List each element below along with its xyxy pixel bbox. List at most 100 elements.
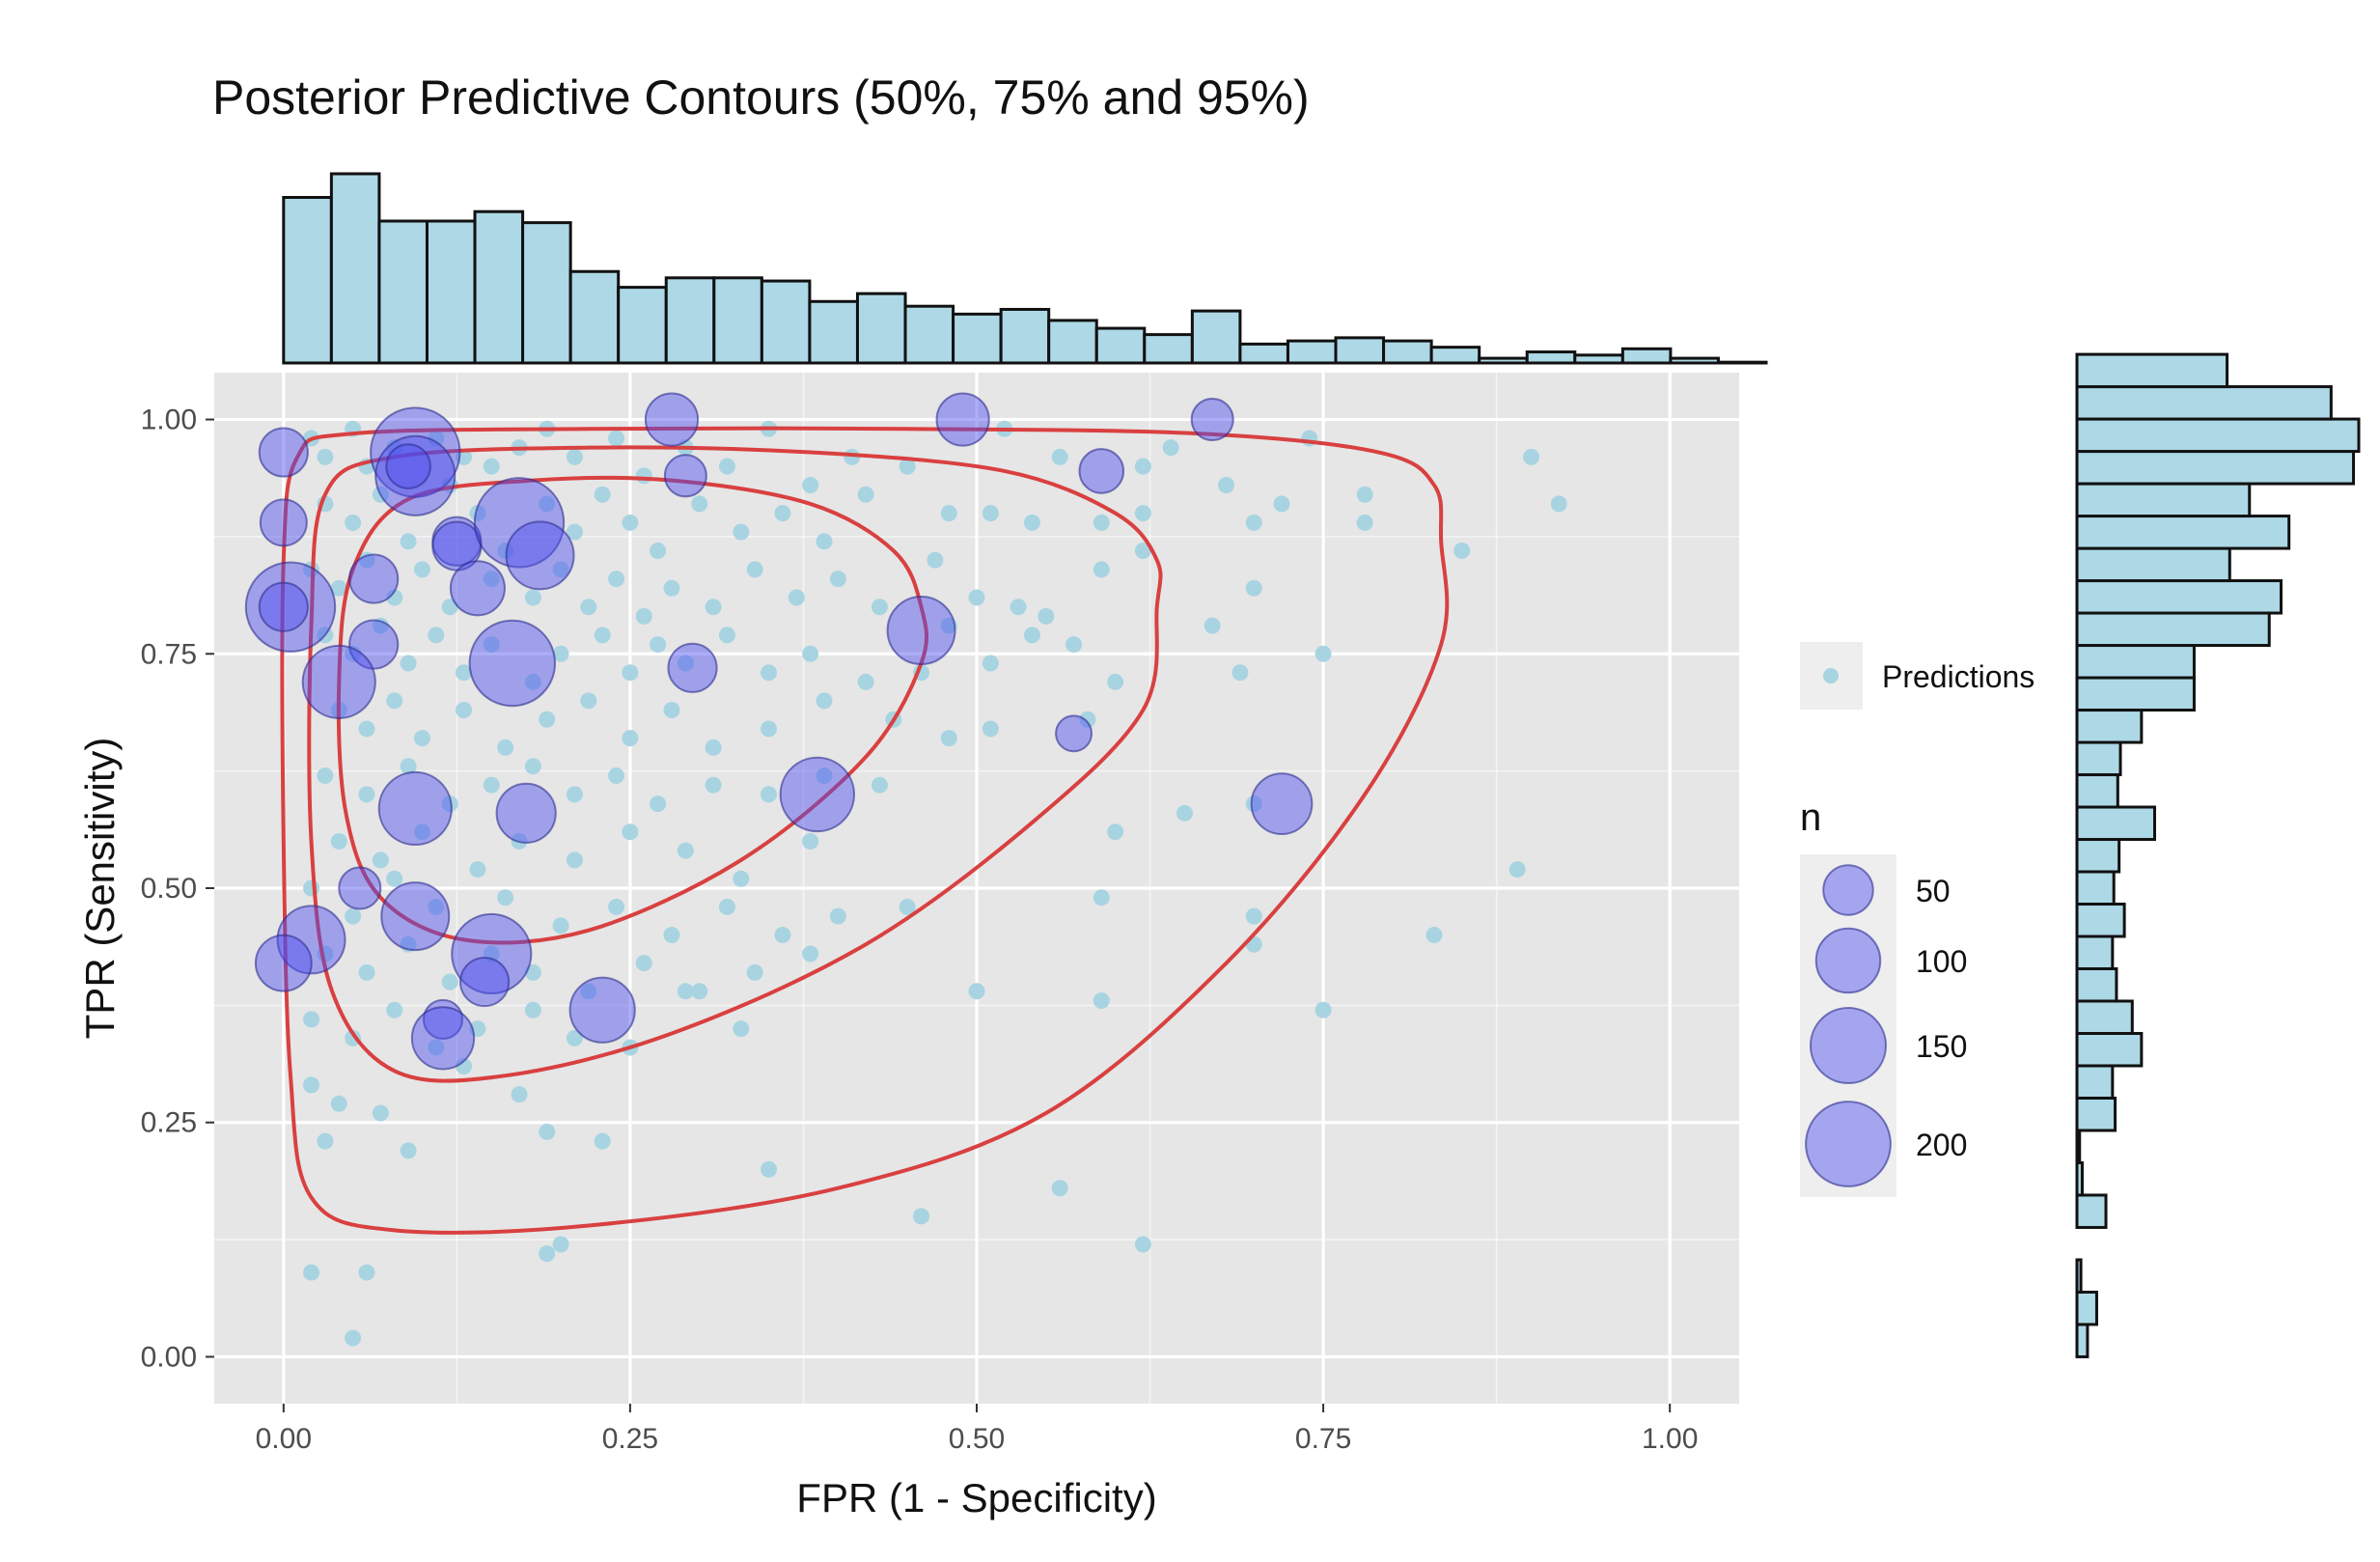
study-bubble bbox=[449, 560, 506, 617]
prediction-point bbox=[913, 1208, 930, 1225]
prediction-point bbox=[871, 599, 888, 616]
study-bubble bbox=[422, 998, 464, 1041]
prediction-point bbox=[622, 730, 639, 747]
prediction-point bbox=[483, 571, 500, 588]
study-bubble bbox=[410, 1006, 476, 1071]
prediction-point bbox=[441, 795, 458, 813]
prediction-point bbox=[635, 467, 652, 485]
prediction-point bbox=[413, 730, 430, 747]
study-bubble bbox=[1055, 714, 1093, 753]
x-histogram-bar bbox=[1382, 339, 1433, 365]
prediction-point bbox=[677, 655, 694, 672]
prediction-point bbox=[483, 776, 500, 794]
prediction-point bbox=[1245, 579, 1262, 597]
prediction-point bbox=[1093, 992, 1110, 1010]
prediction-point bbox=[802, 645, 819, 662]
study-bubble bbox=[244, 561, 337, 653]
x-histogram-bar bbox=[425, 219, 477, 365]
prediction-point bbox=[691, 983, 708, 1000]
prediction-point bbox=[1218, 477, 1235, 494]
prediction-point bbox=[372, 1104, 389, 1122]
chart-title: Posterior Predictive Contours (50%, 75% … bbox=[212, 70, 1310, 125]
prediction-point bbox=[524, 758, 541, 775]
prediction-point bbox=[733, 870, 750, 887]
prediction-point bbox=[857, 673, 874, 690]
y-tick-label: 0.00 bbox=[141, 1341, 197, 1373]
prediction-point bbox=[829, 907, 846, 925]
prediction-point bbox=[1134, 542, 1151, 559]
contour-95-pct bbox=[280, 426, 1450, 1235]
x-histogram-bar bbox=[377, 219, 429, 365]
prediction-point bbox=[358, 786, 375, 803]
prediction-point bbox=[524, 1001, 541, 1018]
legend-size-label: 50 bbox=[1916, 874, 1951, 908]
prediction-point bbox=[1134, 505, 1151, 522]
legend-size-key bbox=[1814, 927, 1882, 994]
x-histogram-bar bbox=[903, 304, 955, 365]
prediction-point bbox=[746, 963, 763, 981]
x-tick-label: 0.75 bbox=[1295, 1423, 1351, 1455]
prediction-point bbox=[552, 917, 569, 934]
prediction-point bbox=[317, 1132, 334, 1150]
prediction-point bbox=[303, 1076, 320, 1094]
prediction-point bbox=[774, 927, 791, 944]
prediction-point bbox=[650, 636, 667, 654]
study-bubble bbox=[348, 553, 400, 604]
prediction-point bbox=[469, 861, 486, 879]
prediction-point bbox=[705, 739, 722, 756]
prediction-point bbox=[663, 702, 680, 719]
prediction-point bbox=[566, 1029, 583, 1046]
prediction-point bbox=[899, 458, 916, 475]
prediction-point bbox=[788, 589, 805, 606]
prediction-point bbox=[1051, 448, 1068, 465]
prediction-point bbox=[483, 458, 500, 475]
prediction-point bbox=[761, 786, 778, 803]
prediction-point bbox=[580, 692, 597, 710]
prediction-point bbox=[1245, 514, 1262, 531]
prediction-point bbox=[622, 514, 639, 531]
legend-key-predictions-point bbox=[1823, 668, 1839, 683]
prediction-point bbox=[524, 589, 541, 606]
prediction-point bbox=[650, 542, 667, 559]
prediction-point bbox=[441, 973, 458, 990]
prediction-point bbox=[358, 963, 375, 981]
study-bubble bbox=[254, 934, 313, 992]
legend-size-label: 200 bbox=[1916, 1128, 1967, 1162]
prediction-point bbox=[1425, 927, 1443, 944]
prediction-point bbox=[829, 571, 846, 588]
study-bubble bbox=[505, 520, 575, 591]
x-histogram-bar bbox=[1478, 356, 1529, 365]
prediction-point bbox=[594, 1132, 611, 1150]
study-bubble bbox=[374, 434, 457, 516]
study-bubble bbox=[370, 406, 461, 498]
prediction-point bbox=[802, 832, 819, 850]
prediction-point bbox=[1162, 439, 1179, 457]
prediction-point bbox=[968, 983, 985, 1000]
prediction-point bbox=[1051, 1180, 1068, 1197]
x-histogram-bar bbox=[808, 299, 859, 365]
x-tick-label: 0.00 bbox=[256, 1423, 312, 1455]
y-histogram-bar bbox=[2075, 450, 2356, 486]
x-axis-title: FPR (1 - Specificity) bbox=[796, 1475, 1156, 1520]
study-bubble bbox=[468, 619, 557, 708]
prediction-point bbox=[816, 533, 833, 550]
prediction-point bbox=[1010, 599, 1027, 616]
x-histogram-bar bbox=[521, 221, 572, 365]
prediction-point bbox=[552, 645, 569, 662]
y-histogram-bar bbox=[2075, 1193, 2108, 1229]
prediction-point bbox=[1093, 514, 1110, 531]
study-bubble bbox=[667, 642, 718, 693]
prediction-point bbox=[386, 589, 403, 606]
prediction-point bbox=[1356, 486, 1373, 503]
prediction-point bbox=[1134, 458, 1151, 475]
prediction-point bbox=[622, 823, 639, 841]
legend-size-key bbox=[1805, 1101, 1892, 1187]
legend: Predictions n 50 100 150 200 bbox=[1800, 642, 2034, 1197]
prediction-point bbox=[1038, 607, 1055, 625]
x-histogram-bar bbox=[1094, 326, 1147, 365]
prediction-point bbox=[317, 448, 334, 465]
prediction-point bbox=[539, 1123, 556, 1140]
x-histogram-bar bbox=[760, 279, 812, 365]
x-tick-label: 0.25 bbox=[602, 1423, 658, 1455]
prediction-point bbox=[705, 599, 722, 616]
